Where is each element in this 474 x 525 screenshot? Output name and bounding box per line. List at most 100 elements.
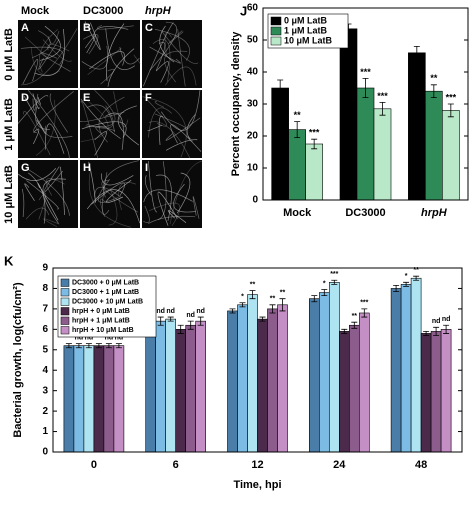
error-bar bbox=[65, 343, 72, 349]
x-tick-label: Mock bbox=[283, 207, 312, 219]
filament bbox=[145, 98, 168, 127]
bar bbox=[113, 345, 125, 453]
bar bbox=[93, 345, 105, 453]
error-bar bbox=[95, 343, 102, 349]
filament bbox=[157, 191, 178, 226]
bar bbox=[425, 90, 443, 201]
error-bar bbox=[311, 138, 318, 150]
filament bbox=[22, 59, 39, 85]
y-tick-label: 8 bbox=[42, 283, 48, 294]
significance-label: ** bbox=[352, 313, 358, 320]
filament bbox=[42, 178, 66, 224]
filament bbox=[32, 30, 51, 59]
filament bbox=[142, 96, 187, 158]
bar bbox=[73, 345, 85, 453]
panel-letter: J bbox=[240, 3, 247, 18]
legend-label: 1 μM LatB bbox=[284, 25, 328, 35]
row-label: 10 μM LatB bbox=[3, 165, 15, 224]
y-tick-label: 30 bbox=[247, 99, 259, 110]
filament bbox=[39, 29, 59, 73]
panel-letter: K bbox=[4, 253, 14, 268]
filament bbox=[95, 126, 116, 134]
filament bbox=[118, 182, 136, 210]
filament bbox=[166, 139, 198, 151]
filament bbox=[45, 123, 65, 154]
filament bbox=[40, 52, 71, 72]
filament bbox=[87, 104, 115, 133]
filament bbox=[86, 105, 114, 129]
filament bbox=[106, 179, 132, 203]
y-tick-label: 6 bbox=[42, 324, 48, 335]
filament bbox=[105, 23, 125, 81]
filament bbox=[177, 29, 186, 87]
legend-label: DC3000 + 10 μM LatB bbox=[72, 299, 143, 306]
filament bbox=[30, 47, 61, 76]
filament bbox=[38, 193, 47, 220]
significance-label: *** bbox=[330, 271, 338, 278]
x-tick-label: 48 bbox=[415, 459, 427, 471]
bar bbox=[305, 143, 323, 201]
filament bbox=[143, 205, 150, 223]
filament bbox=[100, 198, 107, 217]
filament bbox=[37, 96, 41, 105]
significance-label: ** bbox=[413, 267, 419, 274]
filament bbox=[25, 207, 50, 220]
y-tick-label: 60 bbox=[247, 3, 259, 14]
filament bbox=[107, 48, 135, 87]
y-tick-label: 5 bbox=[42, 344, 48, 355]
x-tick-label: 24 bbox=[333, 459, 346, 471]
legend-swatch bbox=[60, 288, 70, 297]
bar bbox=[348, 324, 360, 453]
filament bbox=[20, 46, 64, 65]
filament bbox=[32, 93, 40, 110]
filament bbox=[34, 29, 65, 76]
significance-label: * bbox=[241, 294, 244, 301]
column-label: Mock bbox=[21, 5, 50, 17]
filament bbox=[159, 25, 175, 63]
filament bbox=[94, 131, 108, 156]
significance-label: ** bbox=[294, 110, 302, 120]
error-bar bbox=[361, 308, 368, 318]
y-tick-label: 40 bbox=[247, 67, 259, 78]
filament bbox=[101, 172, 110, 215]
filament bbox=[91, 182, 125, 205]
bar bbox=[63, 345, 75, 453]
filament bbox=[39, 25, 61, 61]
legend-swatch bbox=[60, 278, 70, 287]
significance-label: ** bbox=[430, 73, 438, 83]
filament bbox=[81, 45, 109, 70]
y-axis-label: Percent occupancy, density bbox=[230, 31, 242, 177]
filament bbox=[149, 21, 177, 71]
bar bbox=[145, 324, 156, 453]
bar bbox=[400, 284, 412, 453]
filament bbox=[117, 105, 140, 146]
error-bar bbox=[115, 343, 122, 349]
filament bbox=[45, 178, 65, 196]
micrograph bbox=[18, 20, 78, 88]
error-bar bbox=[321, 289, 328, 296]
filament bbox=[186, 114, 196, 140]
filament bbox=[38, 39, 60, 70]
bar bbox=[442, 110, 460, 201]
filament bbox=[147, 124, 163, 132]
x-tick-label: DC3000 bbox=[345, 207, 385, 219]
filament bbox=[59, 166, 65, 215]
error-bar bbox=[239, 302, 246, 308]
filament bbox=[164, 32, 172, 56]
legend-label: DC3000 + 0 μM LatB bbox=[72, 280, 139, 287]
y-tick-label: 3 bbox=[42, 385, 48, 396]
filaments bbox=[81, 21, 141, 87]
filament bbox=[33, 128, 40, 145]
significance-label: ** bbox=[280, 290, 286, 297]
legend-box bbox=[57, 275, 157, 338]
bar bbox=[338, 331, 350, 453]
legend-label: hrpH + 0 μM LatB bbox=[72, 308, 130, 315]
bar bbox=[195, 320, 206, 453]
filament bbox=[148, 121, 191, 159]
filament bbox=[42, 39, 72, 62]
x-tick-label: 0 bbox=[91, 459, 97, 471]
error-bar bbox=[413, 275, 420, 281]
significance-label: *** bbox=[360, 67, 371, 77]
significance-label: *** bbox=[446, 92, 457, 102]
error-bar bbox=[351, 321, 358, 329]
